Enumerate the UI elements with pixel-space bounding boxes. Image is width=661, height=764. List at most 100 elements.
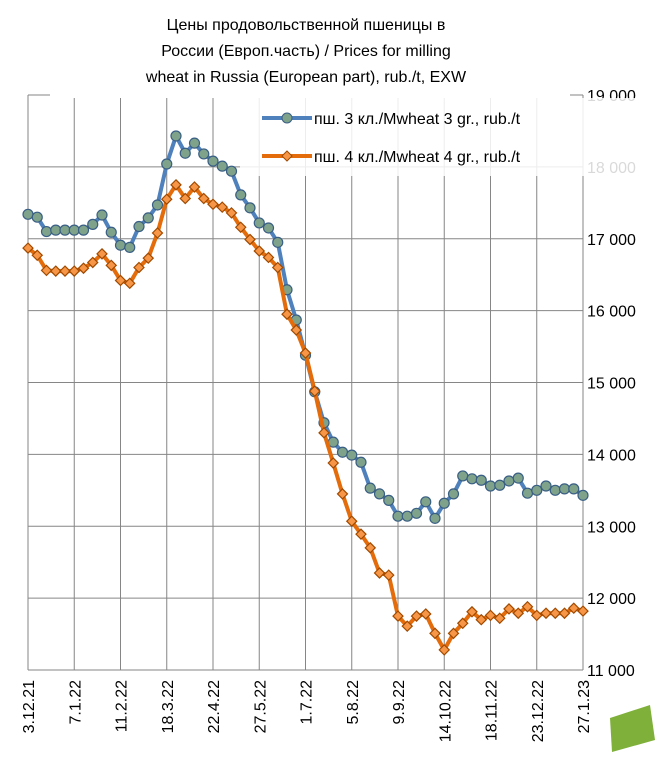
point (22, 208, 34, 220)
point (521, 487, 534, 499)
point (160, 193, 173, 206)
point (161, 158, 173, 170)
point (577, 489, 589, 501)
point (299, 347, 312, 359)
x-tick-label: 14.10.22 (437, 680, 454, 742)
point (50, 224, 62, 236)
point (49, 265, 62, 277)
x-tick-label: 3.12.21 (21, 680, 38, 733)
point (31, 249, 44, 262)
point (419, 608, 432, 620)
point (373, 567, 386, 579)
x-tick-label: 11.2.22 (114, 680, 131, 732)
point (68, 224, 80, 236)
point (244, 233, 256, 246)
point (373, 488, 386, 500)
point (96, 247, 108, 260)
x-tick-label: 5.8.22 (345, 680, 362, 725)
x-tick-label: 27.5.22 (252, 680, 269, 733)
point (558, 483, 571, 495)
point (225, 207, 238, 219)
point (438, 497, 450, 509)
point (540, 607, 552, 620)
point (383, 494, 395, 506)
point (466, 605, 478, 618)
x-tick-label: 23.12.22 (530, 680, 547, 742)
point (420, 496, 432, 508)
point (512, 472, 524, 484)
point (188, 137, 201, 149)
legend-marker (281, 150, 293, 162)
point (577, 605, 589, 617)
point (142, 252, 155, 265)
point (179, 147, 191, 159)
point (262, 222, 275, 234)
point (87, 218, 99, 230)
point (105, 259, 118, 272)
y-tick-label: 14 000 (587, 447, 636, 464)
legend-label: пш. 3 кл./Mwheat 3 gr., rub./t (314, 111, 521, 128)
point (410, 507, 423, 519)
point (234, 221, 247, 234)
point (198, 148, 210, 160)
point (401, 620, 414, 633)
point (392, 610, 404, 622)
point (484, 609, 497, 622)
legend-marker (281, 112, 293, 124)
point (493, 612, 506, 625)
point (179, 192, 192, 205)
point (364, 541, 377, 554)
point (262, 251, 275, 264)
point (457, 470, 469, 482)
y-tick-label: 11 000 (587, 663, 635, 680)
point (401, 510, 413, 522)
point (105, 226, 117, 238)
point (22, 242, 34, 254)
point (530, 609, 543, 622)
point (438, 644, 451, 656)
point (225, 165, 238, 177)
x-tick-label: 7.1.22 (67, 680, 84, 725)
point (123, 277, 136, 290)
point (235, 189, 247, 201)
point (558, 607, 571, 620)
point (549, 607, 562, 620)
point (77, 262, 90, 275)
point (68, 265, 81, 277)
point (308, 385, 321, 397)
point (271, 261, 284, 274)
point (475, 474, 487, 486)
x-tick-label: 18.3.22 (160, 680, 177, 733)
x-tick-label: 18.11.22 (484, 680, 501, 741)
point (429, 512, 441, 524)
point (549, 484, 561, 496)
point (447, 627, 460, 640)
point (86, 256, 99, 269)
point (142, 212, 154, 224)
point (188, 181, 201, 193)
point (364, 482, 376, 494)
point (59, 265, 71, 277)
point (484, 480, 497, 492)
y-tick-label: 12 000 (587, 591, 636, 608)
point (503, 603, 515, 615)
point (318, 426, 330, 439)
point (327, 457, 340, 469)
point (59, 224, 71, 236)
point (429, 627, 441, 640)
x-tick-label: 9.9.22 (391, 680, 408, 725)
point (345, 515, 358, 528)
point (568, 483, 580, 495)
x-tick-label: 22.4.22 (206, 680, 223, 733)
point (475, 613, 488, 626)
point (31, 211, 43, 223)
logo (610, 705, 655, 752)
point (170, 130, 182, 142)
point (503, 475, 515, 487)
point (494, 479, 506, 491)
point (521, 600, 534, 613)
y-tick-label: 17 000 (587, 232, 636, 249)
chart-title: wheat in Russia (European part), rub./t,… (145, 69, 467, 86)
point (253, 245, 266, 257)
